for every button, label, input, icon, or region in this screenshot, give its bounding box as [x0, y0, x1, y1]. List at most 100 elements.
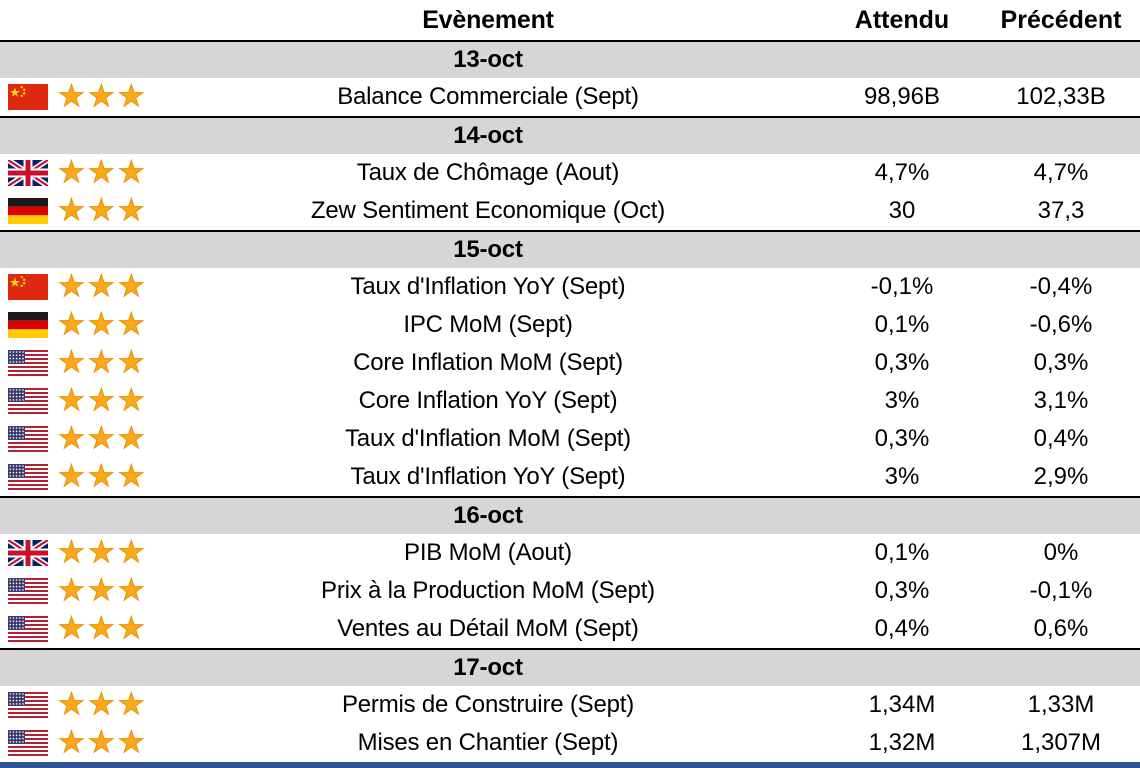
expected-value: 30 — [888, 197, 916, 224]
event-name: Taux d'Inflation YoY (Sept) — [350, 463, 626, 490]
event-name: Zew Sentiment Economique (Oct) — [310, 197, 666, 224]
expected-value: 3% — [884, 387, 920, 414]
date-row-expected-spacer — [822, 42, 982, 78]
usa-flag-icon — [8, 578, 48, 604]
star-icon: ★ — [58, 308, 86, 341]
country-cell — [0, 382, 58, 420]
header-stars-spacer — [58, 0, 154, 40]
star-icon: ★ — [58, 460, 86, 493]
star-icon: ★ — [58, 156, 86, 189]
event-name: Balance Commerciale (Sept) — [337, 83, 639, 110]
date-row-previous-spacer — [982, 42, 1140, 78]
date-header-row: 14-oct — [0, 116, 1140, 154]
star-icon: ★ — [117, 460, 145, 493]
importance-stars: ★ ★ ★ — [58, 686, 154, 724]
previous-value: 37,3 — [1037, 197, 1085, 224]
date-row-previous-spacer — [982, 498, 1140, 534]
date-label: 17-oct — [453, 654, 523, 681]
star-icon: ★ — [117, 270, 145, 303]
event-row: ★ ★ ★ Taux d'Inflation YoY (Sept) 3% 2,9% — [0, 458, 1140, 496]
star-icon: ★ — [58, 194, 86, 227]
usa-flag-icon — [8, 464, 48, 490]
importance-stars: ★ ★ ★ — [58, 78, 154, 116]
star-icon: ★ — [87, 80, 115, 113]
star-icon: ★ — [58, 688, 86, 721]
expected-value: 3% — [884, 463, 920, 490]
date-row-stars-spacer — [58, 42, 154, 78]
date-header-row: 17-oct — [0, 648, 1140, 686]
uk-flag-icon — [8, 540, 48, 566]
previous-value: 1,307M — [1020, 729, 1102, 756]
date-row-stars-spacer — [58, 650, 154, 686]
date-row-stars-spacer — [58, 498, 154, 534]
previous-value: 3,1% — [1033, 387, 1089, 414]
star-icon: ★ — [87, 270, 115, 303]
uk-flag-icon — [8, 160, 48, 186]
header-flag-spacer — [0, 0, 58, 40]
star-icon: ★ — [58, 612, 86, 645]
star-icon: ★ — [58, 726, 86, 759]
star-icon: ★ — [58, 422, 86, 455]
importance-stars: ★ ★ ★ — [58, 382, 154, 420]
event-row: ★ ★ ★ Core Inflation YoY (Sept) 3% 3,1% — [0, 382, 1140, 420]
star-icon: ★ — [87, 574, 115, 607]
star-icon: ★ — [58, 384, 86, 417]
date-label: 15-oct — [453, 236, 523, 263]
importance-stars: ★ ★ ★ — [58, 192, 154, 230]
expected-value: 0,4% — [874, 615, 930, 642]
importance-stars: ★ ★ ★ — [58, 610, 154, 648]
star-icon: ★ — [87, 422, 115, 455]
date-row-expected-spacer — [822, 498, 982, 534]
event-name: IPC MoM (Sept) — [403, 311, 573, 338]
expected-value: 0,1% — [874, 311, 930, 338]
star-icon: ★ — [58, 574, 86, 607]
expected-value: 4,7% — [874, 159, 930, 186]
usa-flag-icon — [8, 730, 48, 756]
date-row-previous-spacer — [982, 232, 1140, 268]
star-icon: ★ — [58, 536, 86, 569]
date-row-flag-spacer — [0, 232, 58, 268]
country-cell — [0, 572, 58, 610]
event-row: ★ ★ ★ Prix à la Production MoM (Sept) 0,3% -0… — [0, 572, 1140, 610]
date-row-flag-spacer — [0, 118, 58, 154]
usa-flag-icon — [8, 616, 48, 642]
date-row-previous-spacer — [982, 650, 1140, 686]
country-cell — [0, 192, 58, 230]
country-cell — [0, 78, 58, 116]
country-cell — [0, 534, 58, 572]
event-name: Taux d'Inflation MoM (Sept) — [345, 425, 631, 452]
expected-value: -0,1% — [870, 273, 934, 300]
event-name: Ventes au Détail MoM (Sept) — [337, 615, 639, 642]
event-row: ★ ★ ★ PIB MoM (Aout) 0,1% 0% — [0, 534, 1140, 572]
previous-value: 1,33M — [1027, 691, 1095, 718]
previous-value: 0,4% — [1033, 425, 1089, 452]
previous-value: 0,6% — [1033, 615, 1089, 642]
star-icon: ★ — [87, 460, 115, 493]
country-cell — [0, 154, 58, 192]
star-icon: ★ — [87, 194, 115, 227]
column-header-previous: Précédent — [1000, 5, 1122, 34]
importance-stars: ★ ★ ★ — [58, 534, 154, 572]
country-cell — [0, 458, 58, 496]
star-icon: ★ — [117, 574, 145, 607]
star-icon: ★ — [87, 346, 115, 379]
column-header-event: Evènement — [422, 5, 554, 34]
star-icon: ★ — [117, 422, 145, 455]
table-header-row: Evènement Attendu Précédent — [0, 0, 1140, 40]
expected-value: 0,3% — [874, 425, 930, 452]
date-row-expected-spacer — [822, 118, 982, 154]
event-row: ★ ★ ★ Taux d'Inflation MoM (Sept) 0,3% 0,4% — [0, 420, 1140, 458]
date-row-expected-spacer — [822, 232, 982, 268]
event-row: ★ ★ ★ Permis de Construire (Sept) 1,34M 1,33M — [0, 686, 1140, 724]
star-icon: ★ — [87, 308, 115, 341]
date-row-flag-spacer — [0, 498, 58, 534]
date-row-flag-spacer — [0, 650, 58, 686]
importance-stars: ★ ★ ★ — [58, 344, 154, 382]
bottom-accent-bar — [0, 762, 1140, 768]
previous-value: 4,7% — [1033, 159, 1089, 186]
importance-stars: ★ ★ ★ — [58, 268, 154, 306]
star-icon: ★ — [117, 726, 145, 759]
germany-flag-icon — [8, 198, 48, 224]
star-icon: ★ — [117, 536, 145, 569]
